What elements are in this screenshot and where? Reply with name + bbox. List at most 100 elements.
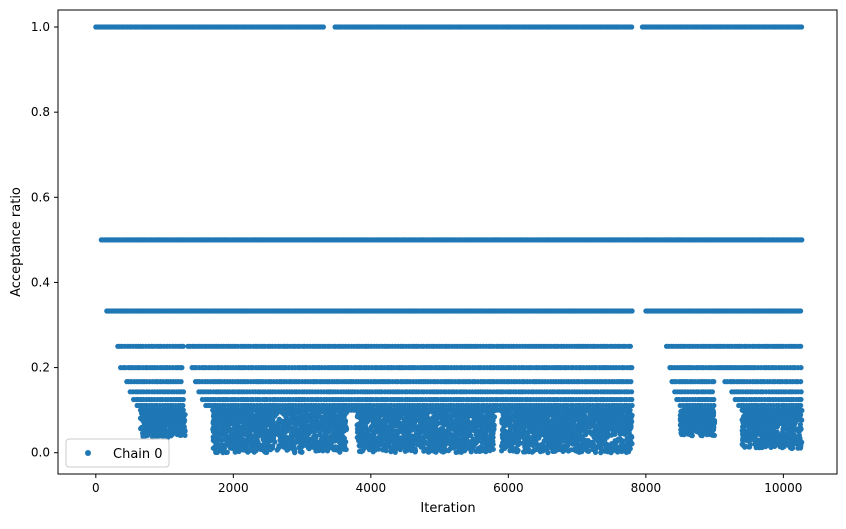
scatter-point (213, 409, 219, 415)
scatter-point (180, 421, 186, 427)
scatter-point (305, 437, 311, 443)
scatter-point (274, 447, 280, 453)
scatter-point (799, 24, 805, 30)
scatter-point (315, 415, 321, 421)
scatter-point (237, 431, 243, 437)
scatter-point (313, 448, 319, 454)
scatter-point (171, 428, 178, 434)
scatter-point (325, 436, 331, 442)
scatter-point (235, 416, 242, 422)
scatter-point (180, 402, 186, 409)
scatter-point (210, 429, 216, 435)
scatter-point (306, 427, 312, 433)
scatter-point (629, 365, 635, 371)
scatter-point (320, 24, 326, 30)
scatter-point (331, 438, 338, 444)
scatter-point (798, 402, 804, 409)
scatter-point (149, 417, 155, 423)
scatter-point (263, 441, 269, 447)
scatter-point (140, 433, 146, 439)
scatter-point (290, 417, 296, 423)
scatter-point (336, 412, 342, 418)
scatter-point (297, 430, 303, 436)
scatter-point (284, 412, 290, 418)
scatter-point (180, 389, 187, 395)
scatter-point (174, 422, 180, 429)
scatter-point (711, 396, 717, 403)
scatter-point (709, 389, 716, 395)
scatter-point (245, 431, 251, 437)
scatter-point (211, 433, 217, 440)
scatter-point (321, 446, 327, 452)
scatter-point (250, 440, 256, 446)
scatter-point (179, 417, 185, 423)
scatter-point (212, 443, 218, 449)
scatter-point (153, 430, 159, 436)
scatter-point (322, 415, 328, 421)
scatter-point (473, 448, 479, 454)
scatter-point (326, 409, 332, 415)
scatter-point (215, 419, 222, 425)
scatter-point (629, 308, 635, 314)
scatter-point (282, 425, 288, 431)
scatter-point (163, 433, 169, 439)
scatter-point (252, 448, 258, 454)
scatter-point (310, 421, 316, 427)
scatter-point (286, 435, 292, 441)
scatter-point (224, 449, 230, 455)
scatter-point (312, 408, 318, 414)
scatter-point (243, 439, 249, 445)
scatter-point (334, 430, 340, 436)
scatter-point (273, 425, 279, 431)
scatter-point (329, 426, 335, 432)
scatter-point (314, 443, 320, 449)
scatter-point (224, 438, 230, 444)
scatter-point (224, 433, 230, 439)
scatter-point (298, 425, 304, 431)
scatter-point (340, 416, 347, 422)
scatter-point (341, 446, 347, 452)
scatter-point (178, 379, 184, 385)
scatter-point (798, 343, 804, 349)
scatter-point (255, 411, 261, 417)
data-points (93, 24, 805, 456)
scatter-point (291, 442, 297, 448)
scatter-point (798, 308, 804, 314)
scatter-point (258, 420, 264, 426)
scatter-point (261, 448, 267, 454)
scatter-point (321, 408, 327, 414)
scatter-point (305, 445, 312, 451)
scatter-point (629, 402, 635, 409)
scatter-point (291, 447, 297, 453)
scatter-point (180, 396, 186, 403)
scatter-point (333, 445, 339, 451)
scatter-point (711, 379, 717, 385)
scatter-point (145, 427, 151, 433)
scatter-point (798, 389, 804, 395)
scatter-point (629, 389, 635, 395)
scatter-point (231, 408, 237, 414)
scatter-point (798, 379, 804, 385)
scatter-point (270, 435, 276, 441)
scatter-point (155, 416, 161, 422)
scatter-point (162, 424, 168, 430)
scatter-point (180, 343, 186, 349)
scatter-point (178, 410, 184, 417)
scatter-point (245, 446, 252, 452)
scatter-point (629, 24, 635, 30)
scatter-point (161, 408, 167, 414)
scatter-point (239, 410, 245, 416)
scatter-point (336, 438, 342, 444)
scatter-point (312, 437, 318, 443)
scatter-point (139, 424, 145, 431)
scatter-point (343, 427, 349, 433)
scatter-point (240, 415, 246, 421)
scatter-point (333, 419, 339, 426)
scatter-point (284, 446, 290, 452)
scatter-point (627, 343, 634, 349)
scatter-point (245, 418, 251, 424)
scatter-point (235, 444, 242, 450)
scatter-point (144, 409, 150, 415)
scatter-point (225, 424, 231, 430)
